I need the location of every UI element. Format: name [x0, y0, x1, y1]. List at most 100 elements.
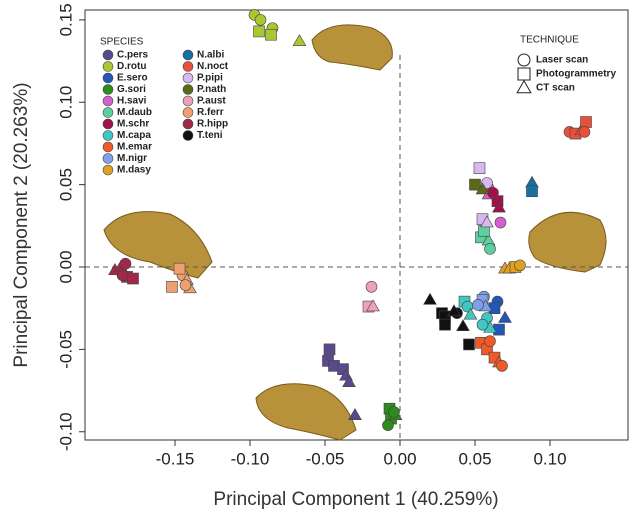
legend-swatch [183, 62, 193, 72]
data-point [495, 217, 506, 228]
legend-label: M.dasy [117, 165, 151, 176]
data-point [485, 243, 496, 254]
skull [256, 384, 356, 440]
x-tick-label: 0.10 [533, 449, 566, 468]
series [473, 291, 492, 311]
legend-label: P.aust [197, 96, 226, 107]
legend-label: N.albi [197, 50, 224, 61]
legend-label: CT scan [536, 83, 575, 94]
data-point [464, 339, 475, 350]
legend-label: T.teni [197, 130, 223, 141]
legend-swatch [183, 85, 193, 95]
data-point [527, 186, 538, 197]
y-tick-label: -0.10 [56, 412, 75, 451]
legend-label: M.capa [117, 130, 151, 141]
data-point [254, 26, 265, 37]
data-point [324, 344, 335, 355]
legend-swatch [183, 50, 193, 60]
legend-swatch [103, 96, 113, 106]
data-point [174, 263, 185, 274]
x-tick-label: -0.05 [306, 449, 345, 468]
series [363, 281, 379, 312]
technique-legend-title: TECHNIQUE [520, 35, 579, 46]
legend-label: N.noct [197, 61, 229, 72]
legend-swatch [183, 131, 193, 141]
legend-swatch [183, 119, 193, 129]
data-point [488, 187, 499, 198]
series [109, 258, 139, 284]
legend-swatch [183, 108, 193, 118]
data-point [389, 406, 400, 417]
data-point [477, 319, 488, 330]
data-point [457, 320, 470, 331]
legend-swatch [103, 142, 113, 152]
series [383, 403, 402, 430]
x-tick-label: 0.05 [458, 449, 491, 468]
data-point [489, 303, 500, 314]
data-point [167, 281, 178, 292]
series [526, 176, 539, 196]
data-point [117, 270, 128, 281]
series [488, 187, 506, 212]
data-point [494, 324, 505, 335]
y-tick-label: -0.05 [56, 330, 75, 369]
skull [529, 212, 606, 272]
data-point [485, 336, 496, 347]
legend-label: Laser scan [536, 55, 588, 66]
data-point [473, 299, 484, 310]
legend-marker [518, 54, 530, 66]
legend-label: M.emar [117, 142, 152, 153]
legend-label: M.daub [117, 107, 152, 118]
data-point [515, 260, 526, 271]
legend-swatch [103, 50, 113, 60]
legend-swatch [183, 73, 193, 83]
data-point [180, 280, 191, 291]
series [249, 9, 306, 45]
data-point [120, 258, 131, 269]
data-point [366, 281, 377, 292]
data-point [424, 293, 437, 304]
legend-swatch [103, 131, 113, 141]
y-tick-label: 0.00 [56, 250, 75, 283]
x-tick-label: -0.15 [156, 449, 195, 468]
legend-label: P.nath [197, 84, 226, 95]
data-point [128, 273, 139, 284]
y-axis-title: Principal Component 2 (20.263%) [11, 82, 32, 367]
data-point [581, 117, 592, 128]
species-legend-title: SPECIES [100, 37, 144, 48]
legend-label: M.nigr [117, 153, 147, 164]
data-point [470, 179, 481, 190]
y-tick-label: 0.05 [56, 168, 75, 201]
data-point [497, 360, 508, 371]
legend-marker [517, 81, 531, 93]
legend-swatch [103, 62, 113, 72]
legend-swatch [183, 96, 193, 106]
x-tick-label: -0.10 [231, 449, 270, 468]
x-axis-title: Principal Component 1 (40.259%) [213, 489, 498, 510]
legend-label: H.savi [117, 96, 147, 107]
legend-swatch [103, 108, 113, 118]
chart: Principal Component 1 (40.259%) Principa… [0, 0, 636, 516]
skull [312, 25, 392, 70]
legend-label: Photogrammetry [536, 69, 616, 80]
legend-label: P.pipi [197, 73, 223, 84]
y-tick-label: 0.15 [56, 3, 75, 36]
y-tick-label: 0.10 [56, 86, 75, 119]
legend-swatch [103, 154, 113, 164]
legend-label: D.rotu [117, 61, 146, 72]
legend-label: E.sero [117, 73, 148, 84]
legend-label: G.sori [117, 84, 146, 95]
legend-label: R.hipp [197, 119, 228, 130]
data-point [349, 409, 362, 420]
data-point [266, 29, 277, 40]
skull-images [104, 25, 606, 440]
x-tick-label: 0.00 [383, 449, 416, 468]
legend-swatch [103, 165, 113, 175]
series [476, 225, 496, 254]
data-point [579, 126, 590, 137]
data-point [383, 420, 394, 431]
legend-swatch [103, 119, 113, 129]
data-point [474, 163, 485, 174]
series [499, 260, 526, 273]
legend-swatch [103, 73, 113, 83]
